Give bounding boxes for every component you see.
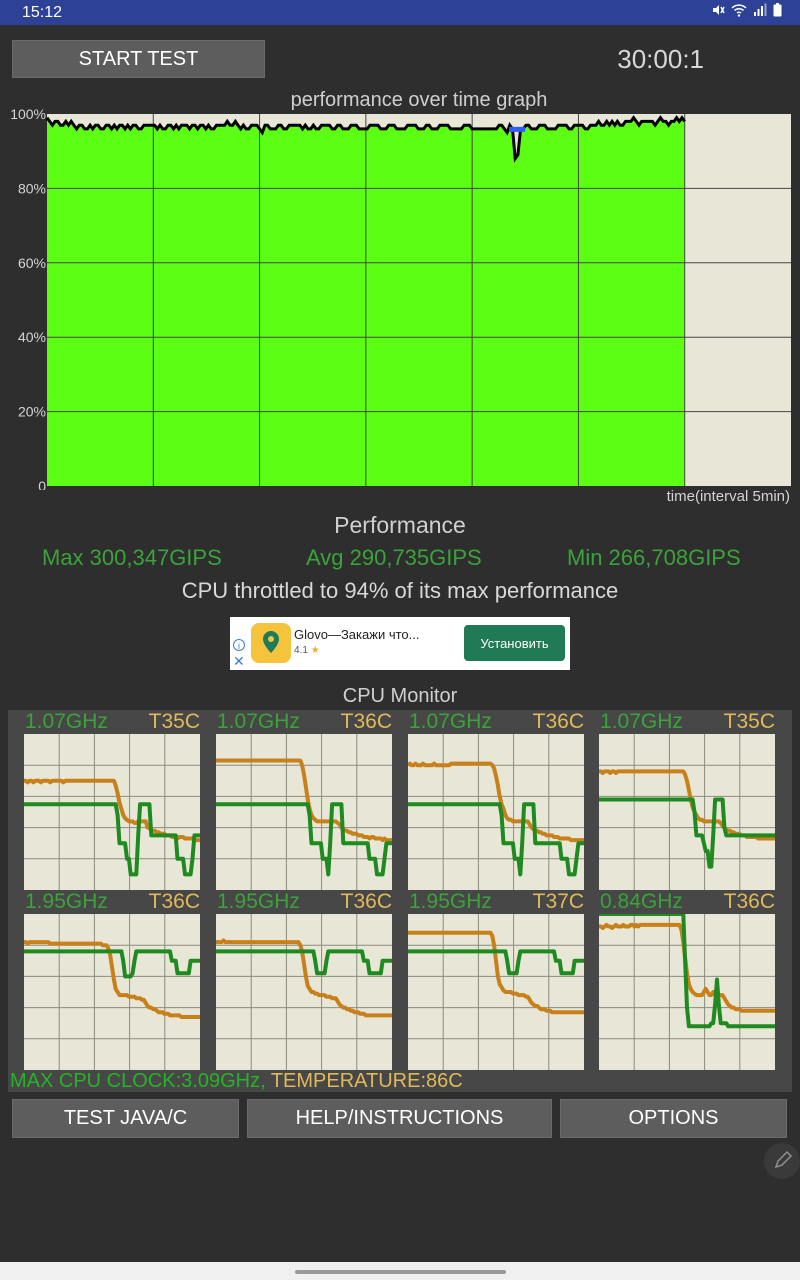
temperature-line	[408, 930, 584, 1015]
cpu-monitor-panel: 1.07GHz T35C 1.07GHz T36C 1.07GHz T36C 1.07GHz…	[8, 710, 792, 1092]
location-pin-icon	[263, 631, 279, 653]
frequency-line	[408, 802, 584, 877]
cpu-core-4: 1.07GHz T35C	[599, 710, 775, 890]
graph-title: performance over time graph	[290, 89, 548, 111]
frequency-line	[24, 802, 200, 877]
core-temperature: T36C	[148, 890, 200, 913]
home-handle[interactable]	[295, 1270, 506, 1274]
star-icon: ★	[310, 645, 320, 656]
y-tick-label: 20%	[18, 404, 46, 420]
max-cpu-clock: MAX CPU CLOCK:3.09GHz, TEMPERATURE:86C	[10, 1070, 463, 1093]
status-bar: 15:12	[0, 0, 800, 25]
performance-line	[45, 115, 686, 163]
temperature-line	[216, 758, 392, 843]
cpu-core-3: 1.07GHz T36C	[408, 710, 584, 890]
frequency-line	[599, 797, 775, 869]
ad-install-button[interactable]: Установить	[464, 625, 565, 661]
core-chart	[24, 914, 200, 1070]
temperature-line	[216, 938, 392, 1018]
core-temperature: T36C	[723, 890, 775, 913]
ad-banner[interactable]: i ✕ Glovo—Закажи что... 4.1 ★ Установить	[230, 617, 570, 670]
ad-rating-value: 4.1	[294, 645, 308, 656]
core-frequency: 1.07GHz	[217, 710, 300, 733]
core-temperature: T35C	[148, 710, 200, 733]
ad-close-icon[interactable]: ✕	[233, 653, 245, 669]
status-time: 15:12	[22, 4, 63, 21]
core-chart-background	[408, 914, 584, 1070]
cpu-core-8: 0.84GHz T36C	[599, 890, 775, 1070]
core-chart-background	[216, 914, 392, 1070]
core-chart-background	[599, 734, 775, 890]
core-chart-background	[216, 734, 392, 890]
pencil-icon	[774, 1150, 793, 1169]
ad-app-name: Glovo—Закажи что...	[294, 627, 420, 642]
cpu-monitor-title: CPU Monitor	[342, 685, 458, 707]
status-icons	[711, 3, 782, 17]
core-chart	[599, 914, 775, 1070]
core-frequency: 0.84GHz	[600, 890, 683, 913]
core-frequency: 1.95GHz	[409, 890, 492, 913]
y-tick-label: 100%	[10, 106, 46, 122]
core-frequency: 1.95GHz	[25, 890, 108, 913]
graph-xlabel: time(interval 5min)	[666, 488, 790, 505]
options-button[interactable]: OPTIONS	[560, 1099, 787, 1138]
core-temperature: T36C	[340, 710, 392, 733]
max-temperature: TEMPERATURE:86C	[270, 1070, 463, 1092]
avg-performance: Avg 290,735GIPS	[306, 545, 482, 570]
core-temperature: T35C	[723, 710, 775, 733]
core-frequency: 1.07GHz	[409, 710, 492, 733]
signal-icon	[754, 3, 767, 16]
frequency-line	[216, 802, 392, 877]
start-test-button[interactable]: START TEST	[12, 40, 265, 78]
core-chart	[408, 734, 584, 890]
performance-title: Performance	[334, 512, 466, 538]
frequency-line	[216, 949, 392, 976]
cpu-core-5: 1.95GHz T36C	[24, 890, 200, 1070]
ad-info-icon[interactable]: i	[233, 639, 245, 651]
y-tick-label: 60%	[18, 255, 46, 271]
wifi-icon	[731, 4, 747, 17]
performance-graph: 100% 80% 60% 40% 20% 0	[10, 106, 791, 490]
edit-button[interactable]	[764, 1143, 800, 1179]
cpu-core-7: 1.95GHz T37C	[408, 890, 584, 1070]
help-instructions-button[interactable]: HELP/INSTRUCTIONS	[247, 1099, 552, 1138]
frequency-line	[24, 949, 200, 979]
core-chart	[24, 734, 200, 890]
mute-icon	[713, 5, 725, 15]
core-chart	[408, 914, 584, 1070]
cpu-core-1: 1.07GHz T35C	[24, 710, 200, 890]
core-temperature: T36C	[532, 710, 584, 733]
test-timer: 30:00:1	[617, 44, 704, 74]
max-performance: Max 300,347GIPS	[42, 545, 222, 570]
core-temperature: T36C	[340, 890, 392, 913]
ad-rating: 4.1 ★	[294, 645, 320, 656]
max-clock-value: MAX CPU CLOCK:3.09GHz,	[10, 1070, 266, 1092]
test-java-button[interactable]: TEST JAVA/C	[12, 1099, 239, 1138]
min-performance: Min 266,708GIPS	[567, 545, 741, 570]
y-tick-label: 80%	[18, 180, 46, 196]
core-temperature: T37C	[532, 890, 584, 913]
y-tick-label: 40%	[18, 329, 46, 345]
temperature-line	[24, 940, 200, 1019]
core-chart	[599, 734, 775, 890]
cpu-core-2: 1.07GHz T36C	[216, 710, 392, 890]
core-chart	[216, 734, 392, 890]
app-logo-icon	[251, 623, 291, 663]
core-frequency: 1.07GHz	[25, 710, 108, 733]
core-chart-background	[408, 734, 584, 890]
throttle-summary: CPU throttled to 94% of its max performa…	[181, 578, 619, 603]
cpu-core-6: 1.95GHz T36C	[216, 890, 392, 1070]
core-chart-background	[24, 914, 200, 1070]
y-tick-label: 0	[38, 478, 46, 490]
core-frequency: 1.95GHz	[217, 890, 300, 913]
temperature-line	[408, 761, 584, 843]
dip-marker	[509, 126, 526, 132]
core-frequency: 1.07GHz	[600, 710, 683, 733]
frequency-line	[408, 949, 584, 976]
core-chart	[216, 914, 392, 1070]
battery-icon	[773, 3, 782, 17]
core-chart-background	[24, 734, 200, 890]
frequency-line	[599, 914, 775, 1029]
navigation-bar	[0, 1262, 800, 1280]
